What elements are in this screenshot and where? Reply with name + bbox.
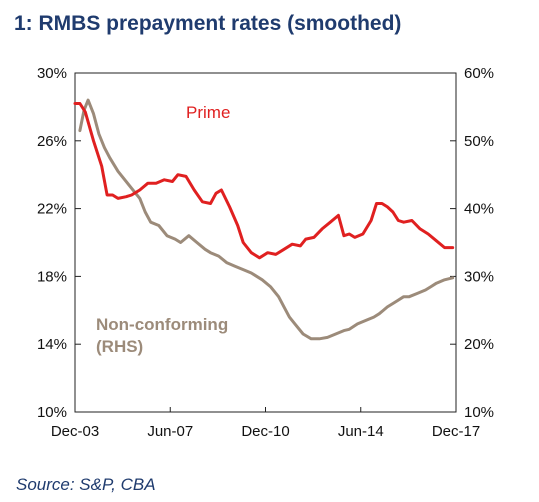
x-tick-label: Jun-07 [147, 423, 193, 440]
right-axis-ticks: 60% 50% 40% 30% 20% 10% [450, 65, 494, 421]
x-axis-ticks: Dec-03 Jun-07 Dec-10 Jun-14 Dec-17 [51, 407, 480, 440]
prime-series-label: Prime [186, 103, 230, 122]
right-tick-label: 60% [464, 65, 494, 82]
source-note: Source: S&P, CBA [16, 475, 156, 494]
series-lines [73, 98, 455, 341]
right-tick-label: 40% [464, 201, 494, 218]
left-tick-label: 30% [37, 65, 67, 82]
left-tick-label: 18% [37, 268, 67, 285]
left-tick-label: 14% [37, 336, 67, 353]
x-tick-label: Dec-03 [51, 423, 99, 440]
x-tick-label: Dec-17 [432, 423, 480, 440]
left-tick-label: 26% [37, 133, 67, 150]
x-tick-label: Jun-14 [338, 423, 384, 440]
right-tick-label: 10% [464, 404, 494, 421]
left-axis-ticks: 30% 26% 22% 18% 14% 10% [37, 65, 81, 421]
plot-frame [74, 72, 457, 413]
right-tick-label: 20% [464, 336, 494, 353]
plot-border [74, 72, 457, 413]
prime-line [73, 102, 455, 260]
right-tick-label: 50% [464, 133, 494, 150]
left-tick-label: 10% [37, 404, 67, 421]
non-conforming-series-label: Non-conforming [96, 315, 228, 334]
non-conforming-line [78, 98, 455, 341]
chart-title: 1: RMBS prepayment rates (smoothed) [14, 12, 402, 35]
left-tick-label: 22% [37, 201, 67, 218]
x-tick-label: Dec-10 [241, 423, 289, 440]
non-conforming-series-label-rhs: (RHS) [96, 337, 143, 356]
right-tick-label: 30% [464, 268, 494, 285]
